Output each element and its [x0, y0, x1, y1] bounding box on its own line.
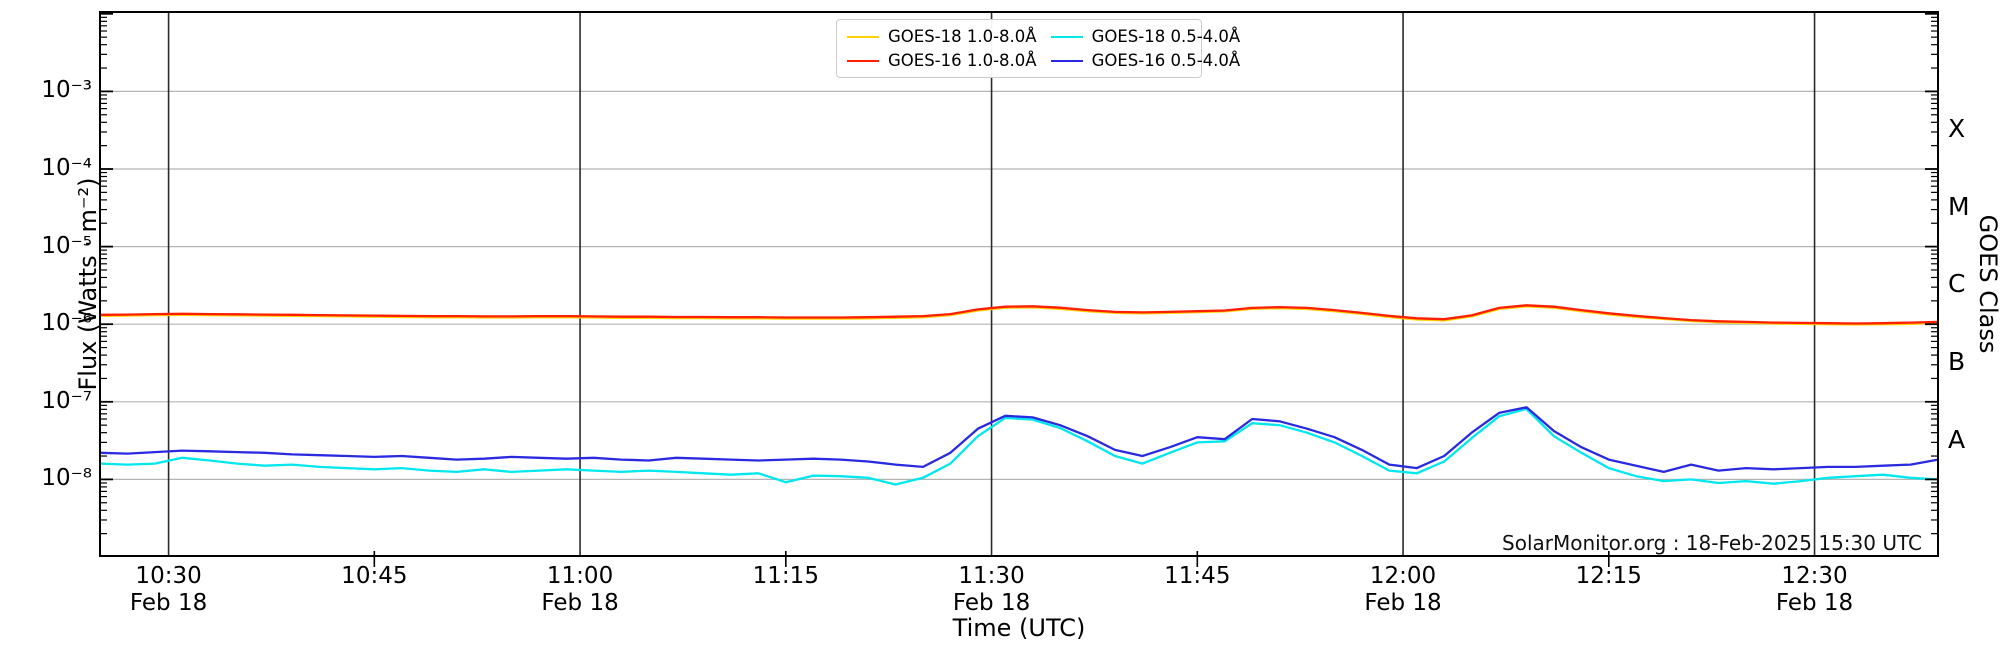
y-tick-label: 10⁻³ [41, 77, 92, 104]
y-tick-label: 10⁻⁵ [41, 232, 92, 259]
legend-label: GOES-18 1.0-8.0Å [888, 27, 1037, 46]
y-tick-label: 10⁻⁸ [41, 465, 92, 492]
x-tick-date-label: Feb 18 [129, 590, 208, 616]
x-tick-label: 12:00 [1369, 563, 1437, 589]
legend-item: GOES-18 1.0-8.0Å [847, 27, 1037, 46]
x-tick-date-label: Feb 18 [541, 590, 619, 616]
x-tick-label: 12:15 [1575, 563, 1642, 589]
legend-label: GOES-18 0.5-4.0Å [1091, 27, 1241, 46]
legend-line-swatch [1050, 59, 1083, 62]
x-tick-label: 11:00 [546, 563, 614, 589]
legend-line-swatch [847, 35, 879, 38]
series-line-2 [98, 304, 1940, 325]
legend-label: GOES-16 0.5-4.0Å [1091, 51, 1241, 70]
y-tick-label: 10⁻⁴ [41, 155, 92, 181]
x-tick-label: 11:15 [752, 563, 819, 589]
plot-border [99, 11, 1939, 557]
goes-class-label: M [1948, 191, 1970, 221]
x-tick-date-label: Feb 18 [1364, 590, 1442, 616]
source-annotation: SolarMonitor.org : 18-Feb-2025 15:30 UTC [1502, 531, 1922, 555]
legend-item: GOES-18 0.5-4.0Å [1050, 27, 1241, 46]
x-tick-date-label: Feb 18 [1775, 590, 1854, 616]
x-tick-label: 11:30 [958, 563, 1025, 589]
legend-line-swatch [847, 59, 879, 62]
x-axis-title: Time (UTC) [952, 614, 1086, 642]
legend: GOES-18 1.0-8.0Å GOES-16 1.0-8.0Å GOES-18 … [836, 19, 1240, 78]
goes-class-label: B [1948, 347, 1966, 376]
goes-class-label: C [1948, 269, 1966, 299]
legend-line-swatch [1050, 35, 1083, 38]
y-tick-label: 10⁻⁶ [41, 310, 92, 337]
goes-class-label: A [1948, 424, 1966, 454]
x-tick-label: 10:30 [135, 563, 202, 589]
x-tick-label: 10:45 [341, 563, 408, 589]
x-tick-label: 12:30 [1781, 563, 1848, 589]
legend-label: GOES-16 1.0-8.0Å [888, 51, 1037, 70]
series-line-3 [98, 407, 1940, 486]
series-line-4 [98, 406, 1940, 474]
x-tick-label: 11:45 [1164, 563, 1231, 589]
goes-class-label: X [1948, 114, 1966, 144]
legend-item: GOES-16 1.0-8.0Å [847, 51, 1037, 70]
legend-item: GOES-16 0.5-4.0Å [1050, 51, 1241, 70]
x-tick-date-label: Feb 18 [952, 590, 1031, 616]
y-tick-label: 10⁻⁷ [41, 387, 92, 414]
